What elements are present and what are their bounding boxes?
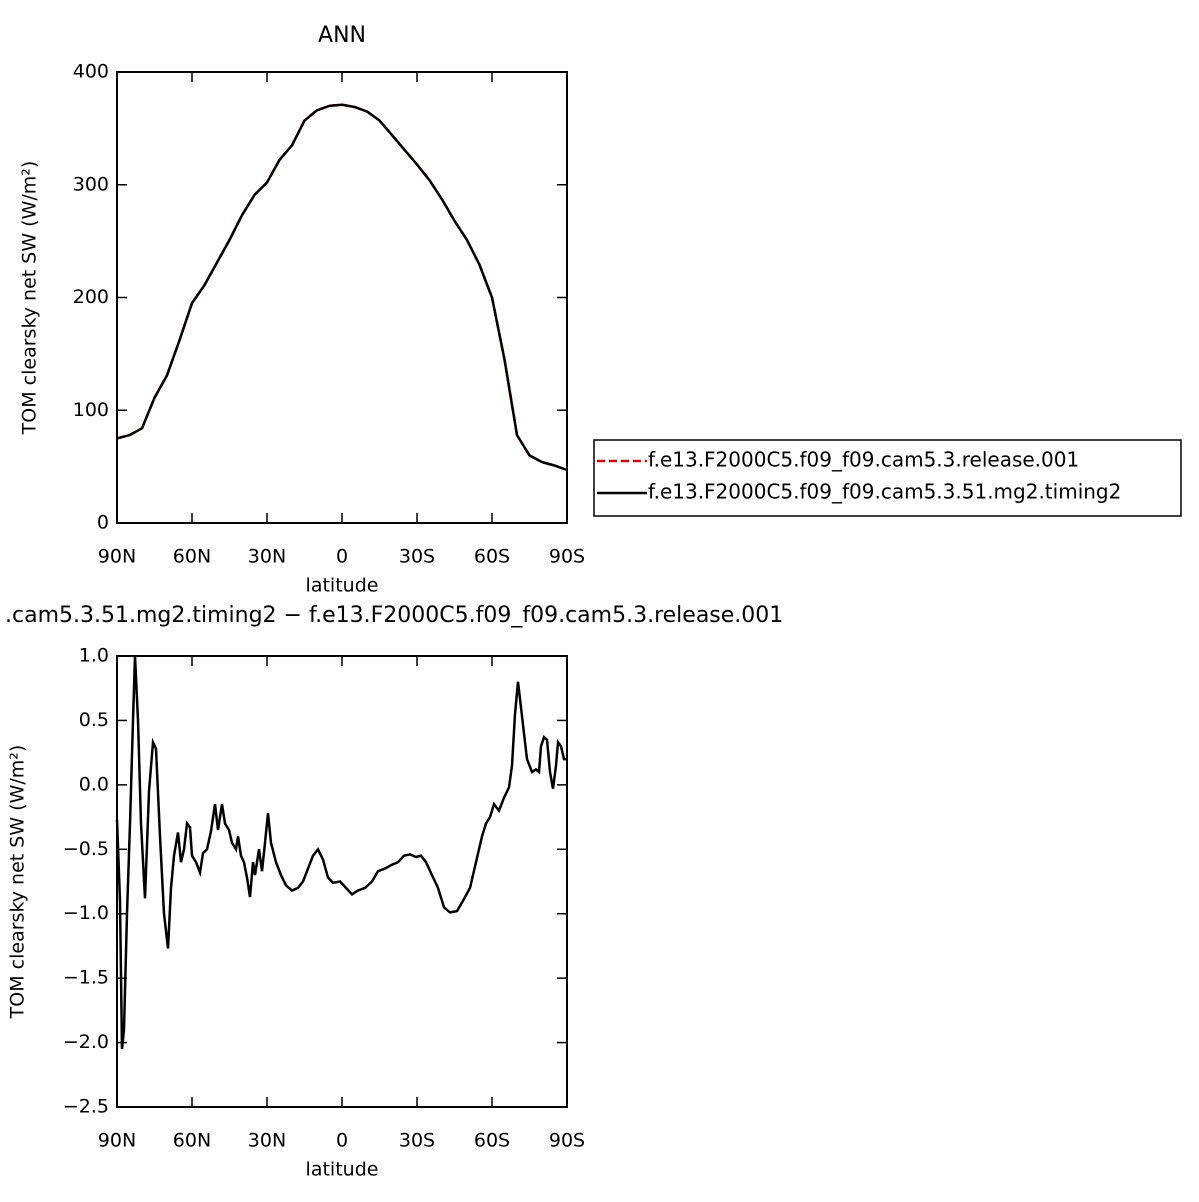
data-line (116, 103, 568, 472)
y-tick-label: 0.5 (79, 709, 109, 731)
x-tick-label: 90N (98, 1130, 136, 1152)
y-tick-label: 0 (97, 512, 109, 534)
y-tick-label: −2.0 (63, 1031, 109, 1053)
y-tick-label: 100 (73, 399, 109, 421)
chart-title: ANN (318, 23, 366, 48)
x-tick-label: 60N (173, 546, 211, 568)
data-line (115, 655, 567, 1050)
y-tick-label: −0.5 (63, 838, 109, 860)
y-tick-label: 1.0 (79, 645, 109, 667)
x-tick-label: 30S (399, 1130, 435, 1152)
y-tick-label: 400 (73, 61, 109, 83)
x-tick-label: 60S (474, 1130, 510, 1152)
y-axis-label: TOM clearsky net SW (W/m²) (19, 161, 41, 436)
legend-box (593, 439, 1182, 517)
x-axis-label: latitude (306, 575, 379, 597)
y-tick-label: 300 (73, 173, 109, 195)
y-tick-label: −1.5 (63, 967, 109, 989)
y-tick-label: −2.5 (63, 1096, 109, 1118)
data-line (116, 103, 568, 472)
plot-frame (116, 71, 568, 524)
legend-label: f.e13.F2000C5.f09_f09.cam5.3.release.001 (648, 448, 1079, 472)
y-tick-label: 200 (73, 286, 109, 308)
x-tick-label: 0 (336, 546, 348, 568)
y-tick-label: −1.0 (63, 902, 109, 924)
x-tick-label: 30S (399, 546, 435, 568)
x-tick-label: 60S (474, 546, 510, 568)
x-tick-label: 90N (98, 546, 136, 568)
x-tick-label: 30N (248, 546, 286, 568)
legend-label: f.e13.F2000C5.f09_f09.cam5.3.51.mg2.timi… (648, 480, 1121, 504)
x-tick-label: 90S (549, 1130, 585, 1152)
y-axis-label: TOM clearsky net SW (W/m²) (7, 745, 29, 1020)
chart-title: .cam5.3.51.mg2.timing2 − f.e13.F2000C5.f… (5, 603, 783, 628)
x-tick-label: 90S (549, 546, 585, 568)
x-axis-label: latitude (306, 1159, 379, 1181)
x-tick-label: 0 (336, 1130, 348, 1152)
y-tick-label: 0.0 (79, 773, 109, 795)
x-tick-label: 60N (173, 1130, 211, 1152)
plot-frame (116, 655, 568, 1108)
x-tick-label: 30N (248, 1130, 286, 1152)
